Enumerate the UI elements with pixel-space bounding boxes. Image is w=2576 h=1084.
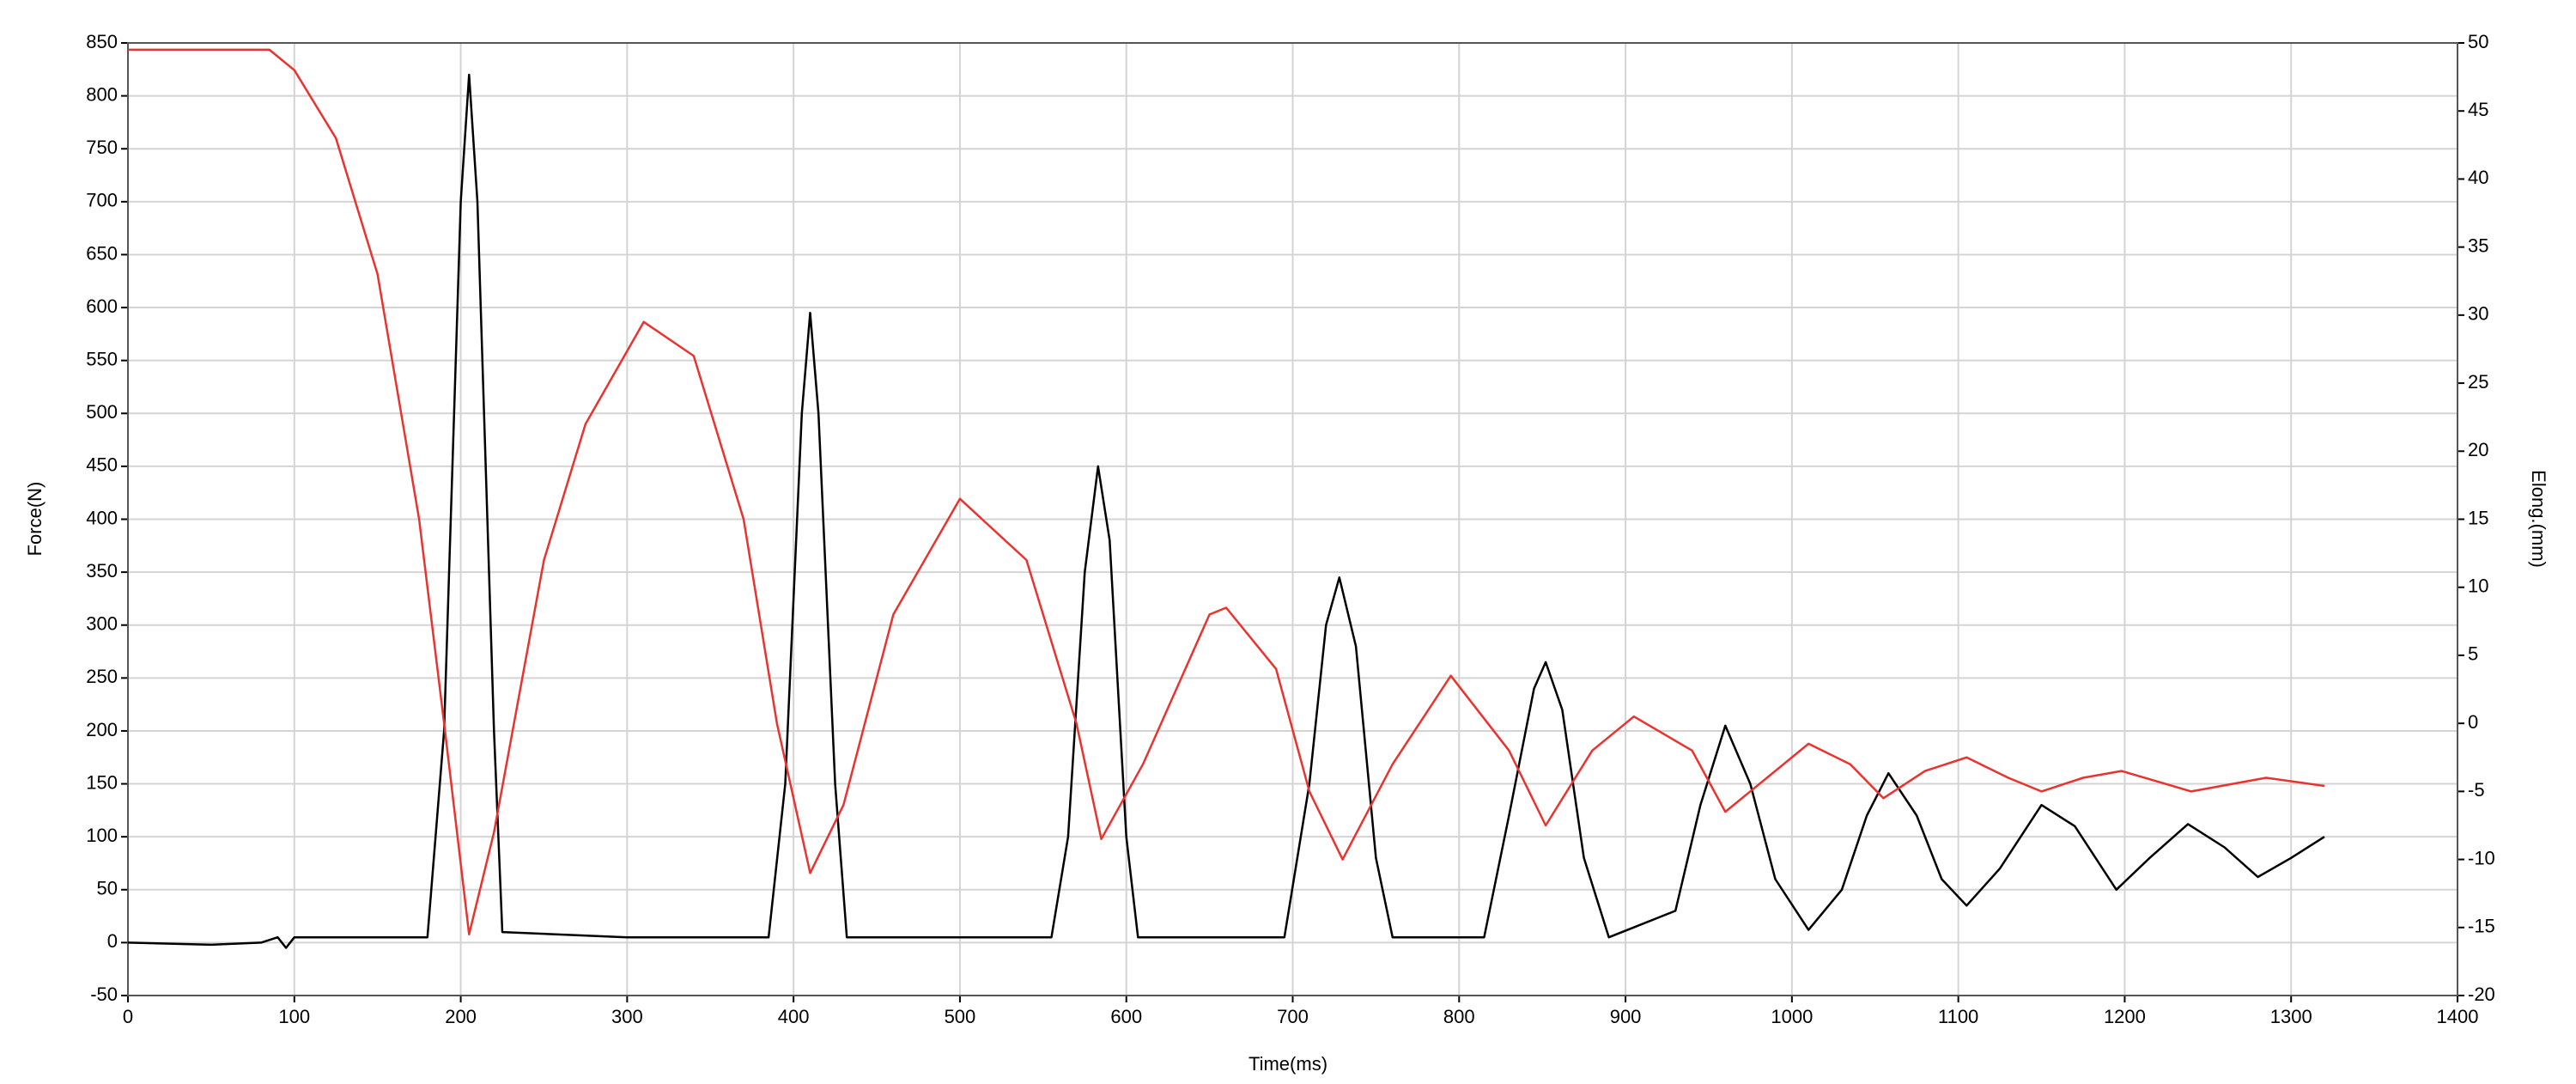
y-tick-label: 0 <box>107 930 118 952</box>
y2-tick-label: -10 <box>2468 847 2495 868</box>
x-tick-label: 500 <box>945 1006 976 1027</box>
y-tick-label: 750 <box>86 137 118 158</box>
y-tick-label: 150 <box>86 771 118 793</box>
y2-tick-label: 15 <box>2468 507 2488 528</box>
data-line <box>128 48 2325 935</box>
y-tick-label: 50 <box>97 878 118 899</box>
y-tick-label: 800 <box>86 83 118 105</box>
y-tick-label: 250 <box>86 666 118 687</box>
x-tick-label: 300 <box>611 1006 643 1027</box>
y2-tick-label: 20 <box>2468 439 2488 460</box>
y-tick-label: 700 <box>86 190 118 211</box>
y2-tick-label: 5 <box>2468 643 2478 665</box>
x-tick-label: 1300 <box>2270 1006 2312 1027</box>
y-tick-label: 500 <box>86 401 118 423</box>
y-tick-label: 600 <box>86 295 118 317</box>
y-tick-label: 650 <box>86 242 118 264</box>
y2-tick-label: 40 <box>2468 167 2488 188</box>
y2-tick-label: 35 <box>2468 234 2488 256</box>
y2-tick-label: 45 <box>2468 99 2488 120</box>
x-tick-label: 1400 <box>2437 1006 2479 1027</box>
plot-frame <box>127 42 2458 996</box>
y-tick-label: -50 <box>90 984 118 1005</box>
x-tick-label: 0 <box>123 1006 133 1027</box>
data-line <box>127 73 2325 949</box>
y-tick-label: 450 <box>86 454 118 476</box>
y2-tick-label: 10 <box>2468 575 2488 597</box>
y2-tick-label: 30 <box>2468 303 2488 325</box>
x-tick-label: 100 <box>278 1006 310 1027</box>
y-tick-label: 200 <box>86 719 118 740</box>
x-tick-label: 700 <box>1277 1006 1309 1027</box>
x-tick-label: 600 <box>1110 1006 1142 1027</box>
y2-tick-label: 25 <box>2468 371 2488 393</box>
y2-tick-label: -20 <box>2468 984 2495 1005</box>
y-tick-label: 550 <box>86 348 118 369</box>
y-tick-label: 300 <box>86 613 118 635</box>
y-axis-label: Force(N) <box>24 482 46 557</box>
y-tick-label: 350 <box>86 560 118 582</box>
x-axis-label: Time(ms) <box>1249 1053 1327 1075</box>
x-tick-label: 800 <box>1443 1006 1475 1027</box>
y2-tick-label: 0 <box>2468 711 2478 733</box>
x-tick-label: 1000 <box>1771 1006 1813 1027</box>
y-tick-label: 850 <box>86 31 118 52</box>
y2-tick-label: -5 <box>2468 779 2485 801</box>
y-tick-label: 100 <box>86 825 118 846</box>
x-tick-label: 1100 <box>1938 1006 1978 1027</box>
y2-axis-label: Elong.(mm) <box>2528 470 2549 568</box>
y-tick-label: 400 <box>86 507 118 528</box>
y2-tick-label: -15 <box>2468 916 2495 937</box>
x-tick-label: 200 <box>445 1006 477 1027</box>
x-tick-label: 900 <box>1610 1006 1642 1027</box>
y2-tick-label: 50 <box>2468 31 2488 52</box>
x-tick-label: 1200 <box>2104 1006 2146 1027</box>
x-tick-label: 400 <box>778 1006 810 1027</box>
